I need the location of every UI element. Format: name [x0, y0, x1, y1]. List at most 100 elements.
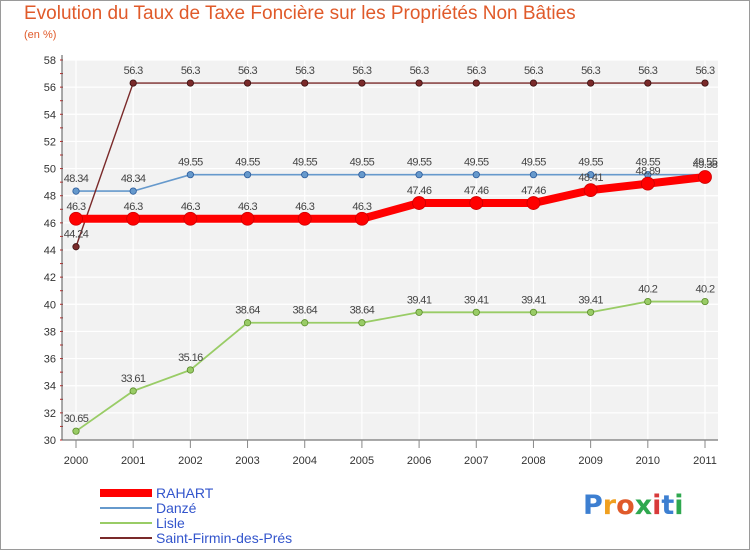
legend-swatch: [100, 522, 152, 524]
data-point: [701, 79, 709, 87]
x-tick-label: 2007: [464, 455, 488, 467]
legend-item: Lisle: [100, 515, 185, 531]
y-tick-label: 38: [44, 326, 56, 338]
data-point: [355, 211, 369, 226]
legend-label: RAHART: [156, 485, 214, 501]
data-label: 49.38: [693, 159, 718, 171]
logo-letter: o: [616, 490, 635, 521]
data-label: 40.2: [695, 284, 714, 296]
data-label: 48.89: [636, 166, 661, 178]
proxiti-logo: Proxiti: [583, 490, 684, 521]
data-point: [472, 79, 480, 87]
data-label: 40.2: [638, 284, 657, 296]
x-tick-label: 2010: [636, 455, 660, 467]
logo-letter: t: [661, 490, 675, 521]
data-label: 56.3: [352, 65, 371, 77]
legend-item: RAHART: [100, 485, 214, 501]
data-label: 49.55: [292, 157, 317, 169]
chart-subtitle: (en %): [24, 29, 57, 41]
data-point: [529, 171, 538, 179]
data-point: [415, 79, 423, 87]
data-label: 44.24: [64, 229, 89, 241]
y-tick-label: 40: [44, 299, 56, 311]
x-tick-label: 2004: [292, 455, 316, 467]
data-point: [644, 297, 652, 306]
data-point: [358, 171, 366, 179]
data-label: 56.3: [695, 65, 714, 77]
y-tick-label: 56: [44, 82, 56, 94]
data-label: 49.55: [464, 157, 489, 169]
logo-letter: x: [634, 490, 653, 521]
data-label: 56.3: [238, 65, 257, 77]
legend-swatch: [100, 507, 152, 509]
data-point: [526, 196, 541, 210]
data-label: 48.34: [64, 173, 89, 185]
data-label: 46.3: [238, 201, 257, 213]
data-label: 49.55: [407, 157, 432, 169]
data-point: [301, 79, 309, 87]
data-label: 46.3: [181, 201, 200, 213]
data-point: [529, 308, 538, 316]
data-point: [301, 171, 309, 179]
data-point: [583, 183, 598, 198]
data-point: [186, 171, 194, 179]
data-label: 49.55: [521, 157, 546, 169]
data-label: 49.55: [636, 157, 661, 169]
data-label: 49.55: [178, 157, 203, 169]
data-label: 48.41: [578, 172, 603, 184]
y-tick-label: 50: [44, 164, 56, 176]
data-label: 56.3: [638, 65, 657, 77]
logo-letter: r: [602, 490, 617, 521]
y-tick-label: 32: [44, 408, 56, 420]
data-label: 49.55: [578, 157, 603, 169]
data-point: [297, 211, 312, 226]
y-tick-label: 42: [44, 272, 56, 284]
data-point: [186, 79, 194, 87]
data-point: [243, 79, 252, 87]
data-label: 39.41: [407, 294, 432, 306]
x-tick-label: 2005: [350, 455, 374, 467]
logo-letter: P: [583, 490, 603, 521]
data-label: 46.3: [352, 201, 371, 213]
data-label: 49.55: [350, 157, 375, 169]
x-tick-label: 2006: [407, 455, 431, 467]
data-label: 56.3: [181, 65, 200, 77]
data-point: [72, 187, 80, 195]
data-point: [644, 79, 652, 87]
series-line-1: [76, 173, 705, 192]
data-point: [469, 196, 484, 210]
series-line-3: [75, 82, 705, 247]
data-point: [415, 171, 423, 179]
data-point: [186, 366, 194, 374]
data-point: [587, 171, 595, 179]
data-label: 49.55: [235, 157, 260, 169]
data-label: 46.3: [295, 201, 314, 213]
data-label: 38.64: [235, 305, 260, 317]
data-point: [69, 211, 83, 226]
data-point: [412, 196, 426, 210]
legend-label: Lisle: [156, 515, 185, 531]
data-label: 35.16: [178, 352, 203, 364]
x-tick-label: 2000: [64, 455, 88, 467]
y-tick-label: 46: [44, 218, 56, 230]
data-label: 56.3: [124, 65, 143, 77]
y-tick-label: 48: [44, 191, 56, 203]
data-label: 33.61: [121, 373, 146, 385]
data-point: [72, 243, 80, 251]
data-label: 39.41: [521, 294, 546, 306]
x-tick-label: 2011: [693, 455, 717, 467]
data-point: [301, 319, 309, 327]
data-point: [243, 319, 252, 327]
data-label: 56.3: [295, 65, 314, 77]
data-label: 47.46: [521, 185, 546, 197]
data-point: [587, 79, 595, 87]
series-line-2: [75, 300, 705, 432]
chart-title: Evolution du Taux de Taxe Foncière sur l…: [24, 3, 576, 24]
data-label: 56.3: [467, 65, 486, 77]
y-tick-label: 54: [44, 109, 56, 121]
data-point: [240, 211, 255, 226]
data-label: 56.3: [524, 65, 543, 77]
x-tick-label: 2002: [178, 455, 202, 467]
data-point: [129, 387, 137, 395]
